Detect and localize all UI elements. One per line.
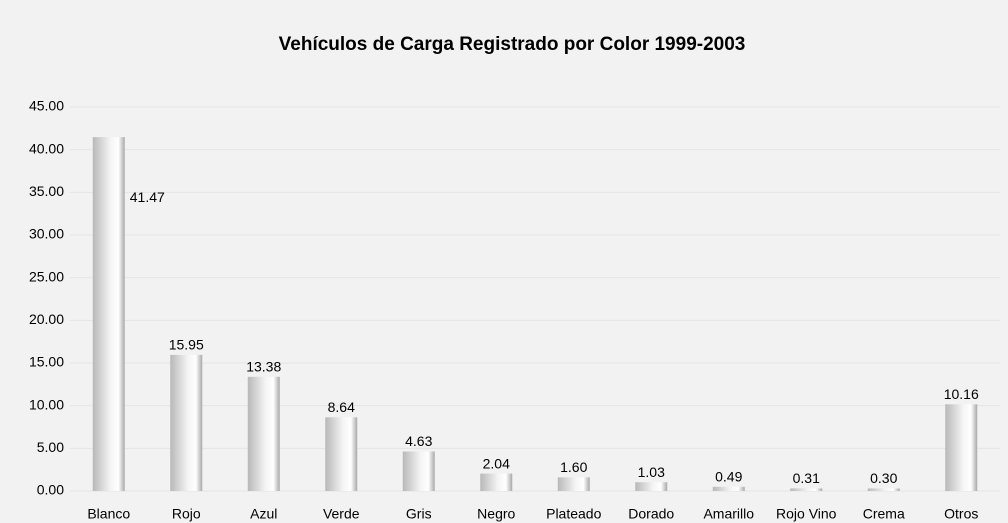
- data-label: 0.30: [870, 470, 897, 486]
- y-tick-label: 5.00: [37, 439, 64, 455]
- x-tick-label: Plateado: [546, 506, 601, 522]
- data-label: 0.49: [715, 469, 742, 485]
- data-label: 2.04: [483, 455, 510, 471]
- bar: [790, 488, 823, 491]
- data-label: 41.47: [130, 189, 165, 205]
- bar: [92, 137, 125, 491]
- bar: [712, 486, 745, 491]
- y-tick-label: 0.00: [37, 482, 64, 498]
- data-label: 0.31: [793, 470, 820, 486]
- x-tick-label: Otros: [944, 506, 978, 522]
- bar: [247, 376, 280, 491]
- bar: [557, 477, 590, 491]
- y-tick-label: 15.00: [29, 354, 64, 370]
- x-tick-label: Negro: [477, 506, 515, 522]
- y-tick-label: 40.00: [29, 140, 64, 156]
- bar: [945, 404, 978, 491]
- bar: [325, 417, 358, 491]
- x-tick-label: Crema: [863, 506, 905, 522]
- x-tick-label: Amarillo: [703, 506, 754, 522]
- data-label: 4.63: [405, 433, 432, 449]
- x-tick-label: Gris: [406, 506, 432, 522]
- chart-title: Vehículos de Carga Registrado por Color …: [279, 34, 746, 55]
- y-tick-label: 10.00: [29, 396, 64, 412]
- y-tick-label: 20.00: [29, 311, 64, 327]
- bar: [480, 473, 513, 491]
- y-tick-label: 45.00: [29, 98, 64, 114]
- x-tick-label: Azul: [250, 506, 277, 522]
- bar: [170, 354, 203, 491]
- data-label: 15.95: [169, 337, 204, 353]
- bar: [402, 451, 435, 491]
- y-tick-label: 35.00: [29, 183, 64, 199]
- data-label: 8.64: [328, 399, 355, 415]
- bar: [867, 488, 900, 491]
- data-label: 1.03: [638, 464, 665, 480]
- y-tick-label: 25.00: [29, 268, 64, 284]
- data-label: 13.38: [246, 359, 281, 375]
- x-tick-label: Blanco: [87, 506, 130, 522]
- data-label: 1.60: [560, 459, 587, 475]
- y-tick-label: 30.00: [29, 226, 64, 242]
- x-tick-label: Verde: [323, 506, 360, 522]
- x-tick-label: Rojo: [172, 506, 201, 522]
- bar: [635, 482, 668, 491]
- x-tick-label: Dorado: [628, 506, 674, 522]
- x-tick-label: Rojo Vino: [776, 506, 837, 522]
- data-label: 10.16: [944, 386, 979, 402]
